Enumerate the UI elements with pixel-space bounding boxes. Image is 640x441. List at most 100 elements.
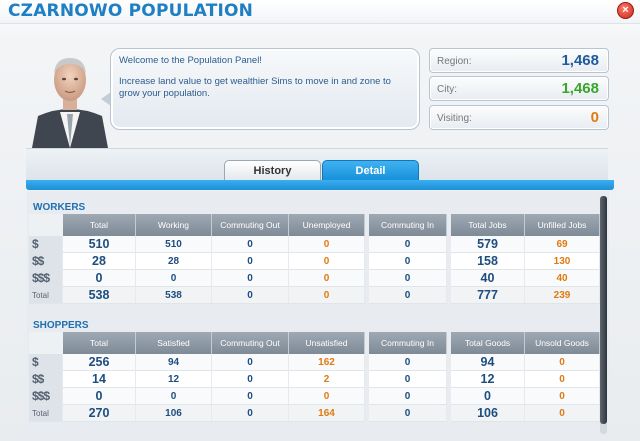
advisor-welcome: Welcome to the Population Panel! bbox=[119, 55, 262, 66]
table-cell: 158 bbox=[451, 253, 525, 270]
table-cell: 0 bbox=[369, 253, 447, 270]
table-cell: 510 bbox=[136, 236, 212, 253]
table-row: $$$ 0 0 0 0 0 0 0 bbox=[29, 388, 600, 405]
workers-header-commuting-out: Commuting Out bbox=[212, 214, 289, 236]
table-row: $$ 14 12 0 2 0 12 0 bbox=[29, 371, 600, 388]
table-cell: 579 bbox=[451, 236, 525, 253]
table-cell: 0 bbox=[212, 388, 289, 405]
table-cell: 0 bbox=[369, 287, 447, 304]
table-cell: 0 bbox=[289, 287, 365, 304]
table-cell: 270 bbox=[63, 405, 136, 422]
workers-header-commuting-in: Commuting In bbox=[369, 214, 447, 236]
table-cell: 0 bbox=[289, 270, 365, 287]
table-cell: 69 bbox=[525, 236, 600, 253]
table-cell: 0 bbox=[212, 236, 289, 253]
table-cell: 40 bbox=[525, 270, 600, 287]
table-cell: 0 bbox=[63, 388, 136, 405]
tab-detail[interactable]: Detail bbox=[322, 160, 419, 181]
advisor-message: Increase land value to get wealthier Sim… bbox=[119, 76, 391, 99]
table-cell: 0 bbox=[212, 253, 289, 270]
table-cell: 0 bbox=[136, 388, 212, 405]
table-cell: 0 bbox=[451, 388, 525, 405]
table-cell: 777 bbox=[451, 287, 525, 304]
table-cell: 14 bbox=[63, 371, 136, 388]
region-stat: Region: 1,468 bbox=[429, 48, 609, 73]
tab-underline-bar bbox=[26, 180, 614, 190]
table-cell: 0 bbox=[289, 253, 365, 270]
table-cell: 0 bbox=[369, 388, 447, 405]
tab-history[interactable]: History bbox=[224, 160, 321, 181]
high-wealth-icon: $$$ bbox=[32, 271, 50, 285]
table-cell: 28 bbox=[63, 253, 136, 270]
low-wealth-icon: $ bbox=[32, 355, 39, 369]
table-cell: 0 bbox=[212, 371, 289, 388]
close-button[interactable]: × bbox=[617, 2, 634, 19]
table-cell: 0 bbox=[525, 388, 600, 405]
table-cell: 0 bbox=[63, 270, 136, 287]
table-cell: 256 bbox=[63, 354, 136, 371]
table-cell: 0 bbox=[289, 388, 365, 405]
table-cell: 0 bbox=[212, 287, 289, 304]
workers-header-unemployed: Unemployed bbox=[289, 214, 365, 236]
low-wealth-icon: $ bbox=[32, 237, 39, 251]
high-wealth-icon: $$$ bbox=[32, 389, 50, 403]
table-cell: 0 bbox=[369, 354, 447, 371]
city-value: 1,468 bbox=[561, 80, 599, 97]
table-cell: 94 bbox=[451, 354, 525, 371]
speech-bubble-tail bbox=[101, 92, 111, 106]
workers-header-working: Working bbox=[136, 214, 212, 236]
city-label: City: bbox=[437, 84, 457, 95]
table-cell: 106 bbox=[136, 405, 212, 422]
medium-wealth-icon: $$ bbox=[32, 254, 44, 268]
table-cell: 0 bbox=[369, 405, 447, 422]
shoppers-section: SHOPPERS Total Satisfied Commuting Out U… bbox=[29, 315, 600, 435]
table-row: $ 510 510 0 0 0 579 69 bbox=[29, 236, 600, 253]
table-cell: 164 bbox=[289, 405, 365, 422]
shoppers-header-unsold-goods: Unsold Goods bbox=[525, 332, 600, 354]
table-cell: 0 bbox=[136, 270, 212, 287]
shoppers-header-total: Total bbox=[63, 332, 136, 354]
shoppers-header-satisfied: Satisfied bbox=[136, 332, 212, 354]
table-cell: 0 bbox=[525, 371, 600, 388]
table-cell: 0 bbox=[369, 236, 447, 253]
table-cell: 0 bbox=[369, 270, 447, 287]
table-cell: 106 bbox=[451, 405, 525, 422]
shoppers-header-total-goods: Total Goods bbox=[451, 332, 525, 354]
advisor-avatar bbox=[30, 50, 110, 148]
table-cell: 40 bbox=[451, 270, 525, 287]
table-cell: 538 bbox=[63, 287, 136, 304]
table-cell: 0 bbox=[525, 405, 600, 422]
table-cell: 0 bbox=[369, 371, 447, 388]
visiting-label: Visiting: bbox=[437, 113, 472, 124]
table-cell: 130 bbox=[525, 253, 600, 270]
table-cell: 0 bbox=[212, 270, 289, 287]
table-row: $$$ 0 0 0 0 0 40 40 bbox=[29, 270, 600, 287]
table-cell: 0 bbox=[212, 354, 289, 371]
table-cell: 12 bbox=[136, 371, 212, 388]
medium-wealth-icon: $$ bbox=[32, 372, 44, 386]
scrollbar-thumb[interactable] bbox=[600, 196, 607, 424]
table-cell: 2 bbox=[289, 371, 365, 388]
shoppers-header-commuting-in: Commuting In bbox=[369, 332, 447, 354]
shoppers-table: Total Satisfied Commuting Out Unsatisfie… bbox=[29, 332, 600, 422]
workers-header-total: Total bbox=[63, 214, 136, 236]
table-row: $$ 28 28 0 0 0 158 130 bbox=[29, 253, 600, 270]
workers-table: Total Working Commuting Out Unemployed C… bbox=[29, 214, 600, 304]
workers-header-total-jobs: Total Jobs bbox=[451, 214, 525, 236]
table-cell: 0 bbox=[212, 405, 289, 422]
table-row-total: Total 538 538 0 0 0 777 239 bbox=[29, 287, 600, 304]
region-label: Region: bbox=[437, 56, 472, 67]
visiting-value: 0 bbox=[590, 109, 599, 126]
table-row-total: Total 270 106 0 164 0 106 0 bbox=[29, 405, 600, 422]
shoppers-header-commuting-out: Commuting Out bbox=[212, 332, 289, 354]
city-stat: City: 1,468 bbox=[429, 76, 609, 101]
workers-title: WORKERS bbox=[33, 202, 86, 213]
table-cell: 239 bbox=[525, 287, 600, 304]
region-value: 1,468 bbox=[561, 52, 599, 69]
title-bar: CZARNOWO POPULATION × bbox=[0, 0, 640, 24]
table-cell: 28 bbox=[136, 253, 212, 270]
workers-header-unfilled-jobs: Unfilled Jobs bbox=[525, 214, 600, 236]
table-cell: 0 bbox=[525, 354, 600, 371]
window-title: CZARNOWO POPULATION bbox=[8, 1, 254, 21]
table-cell: 538 bbox=[136, 287, 212, 304]
